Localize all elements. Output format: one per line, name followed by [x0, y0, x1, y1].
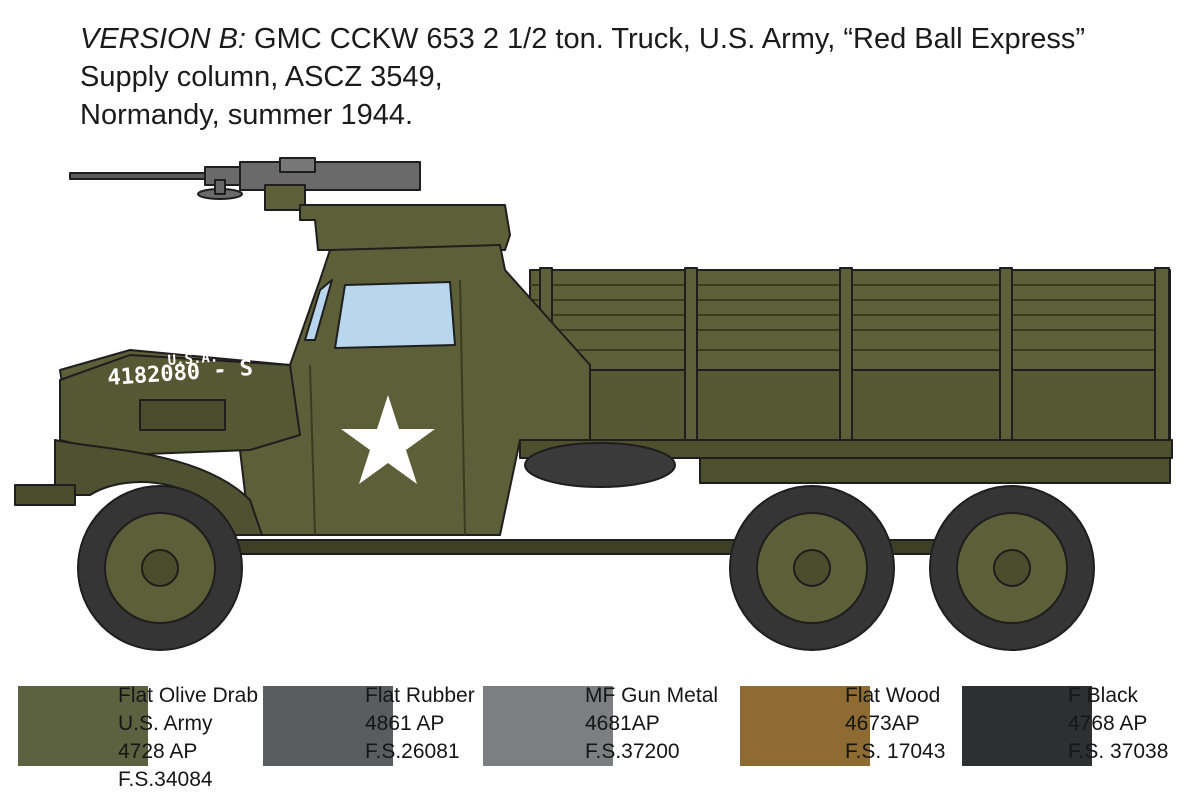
swatch-mf-gun-metal: [483, 686, 613, 766]
grille: [139, 399, 226, 431]
white-star: [341, 395, 435, 484]
swatch-f-black: [962, 686, 1092, 766]
label-flat-wood: Flat Wood 4673AP F.S. 17043: [845, 684, 946, 763]
front-wheel: [77, 485, 243, 651]
middle-wheel: [729, 485, 895, 651]
machine-gun: [69, 157, 421, 211]
cab-window: [334, 281, 456, 349]
swatch-flat-wood: [740, 686, 870, 766]
truck-cab: [59, 244, 591, 536]
label-mf-gun-metal: MF Gun Metal 4681AP F.S.37200: [585, 684, 719, 763]
title-line-1-text: GMC CCKW 653 2 1/2 ton. Truck, U.S. Army…: [246, 23, 1086, 55]
ring-mount: [299, 204, 511, 251]
swatch-flat-olive-drab: [18, 686, 148, 766]
header-title: VERSION B: GMC CCKW 653 2 1/2 ton. Truck…: [80, 20, 1180, 134]
marking-usa: U.S.A.: [167, 350, 219, 369]
label-f-black: F Black 4768 AP F.S. 37038: [1068, 684, 1169, 763]
front-bumper: [14, 484, 76, 506]
spare-tire: [524, 442, 676, 488]
truck-illustration: U.S.A. 4182080 - S: [14, 157, 1173, 651]
label-flat-rubber: Flat Rubber 4861 AP F.S.26081: [365, 684, 475, 763]
label-flat-olive-drab: Flat Olive Drab U.S. Army 4728 AP F.S.34…: [118, 684, 259, 791]
title-line-2: Supply column, ASCZ 3549,: [80, 61, 443, 93]
title-line-1: VERSION B: GMC CCKW 653 2 1/2 ton. Truck…: [80, 20, 1180, 58]
title-line-3: Normandy, summer 1944.: [80, 99, 414, 131]
rear-wheel: [929, 485, 1095, 651]
cargo-bed: [519, 267, 1173, 484]
windshield: [304, 279, 333, 341]
version-label: VERSION B:: [80, 23, 246, 55]
swatch-flat-rubber: [263, 686, 393, 766]
front-fender: [54, 439, 263, 536]
